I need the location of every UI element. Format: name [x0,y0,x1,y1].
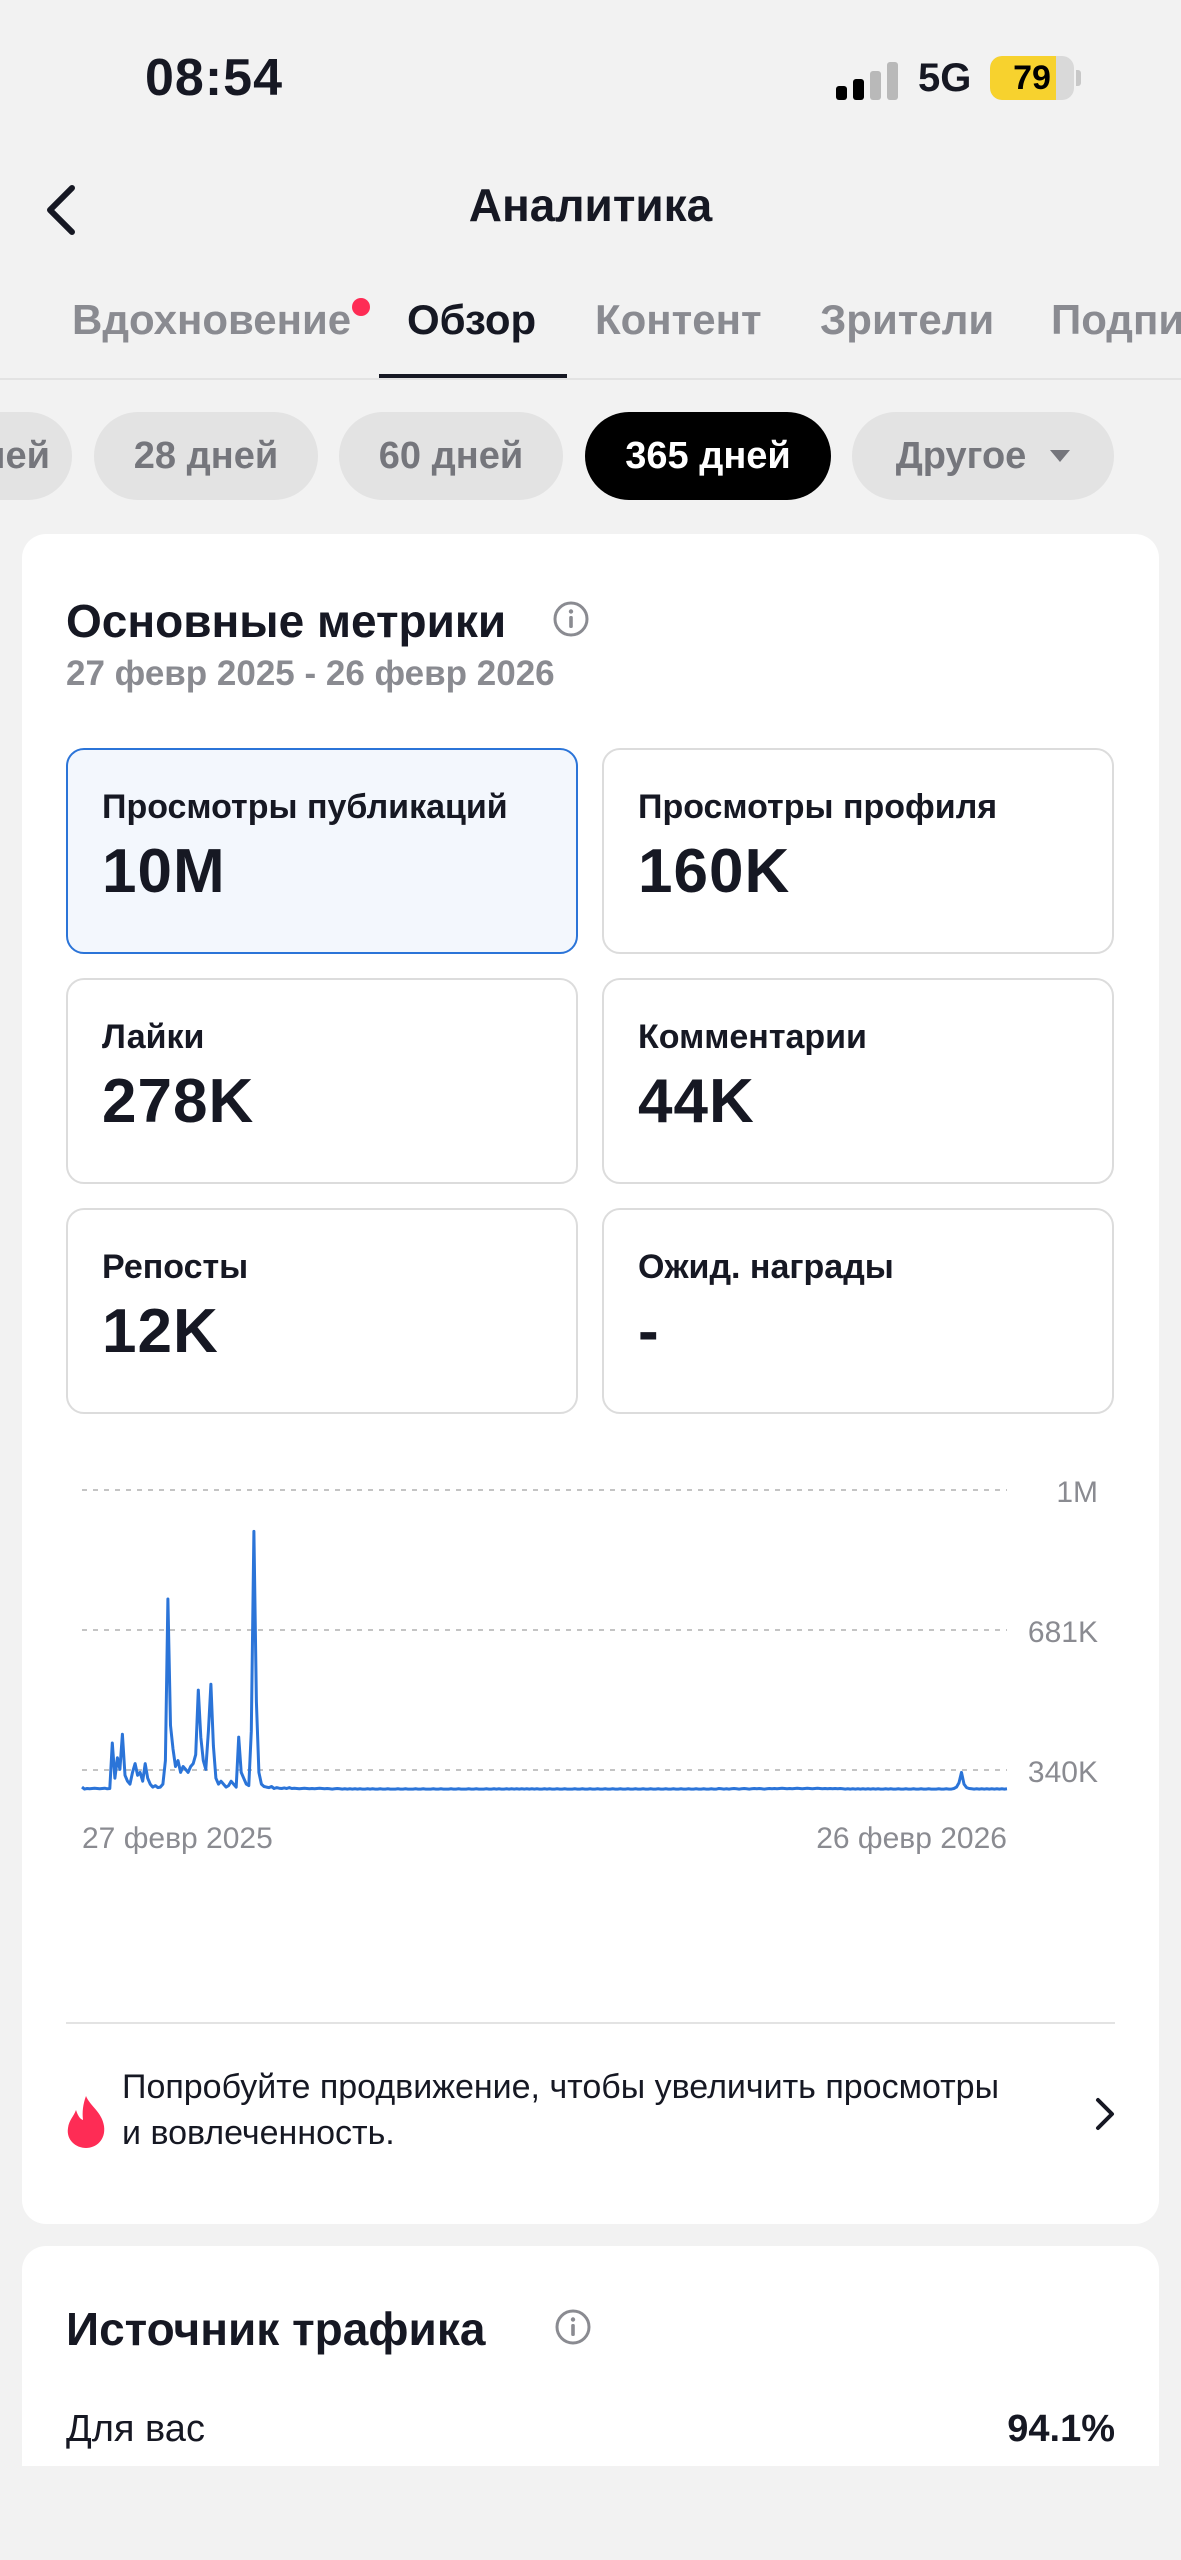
metric-label: Ожид. награды [638,1248,894,1286]
chip-60-days[interactable]: 60 дней [339,412,563,500]
info-icon[interactable] [554,2308,592,2346]
metric-label: Лайки [102,1018,205,1056]
metric-value: 160K [638,837,791,906]
metric-label: Репосты [102,1248,249,1286]
metric-comments[interactable]: Комментарии 44K [602,978,1114,1184]
chevron-right-icon [1096,2098,1114,2130]
metric-value: 44K [638,1067,755,1136]
key-metrics-card: Основные метрики 27 февр 2025 - 26 февр … [22,534,1159,2224]
battery-cap [1076,70,1081,86]
network-type: 5G [918,56,972,100]
date-range: 27 февр 2025 - 26 февр 2026 [66,654,555,693]
chip-label: 60 дней [378,434,524,477]
chip-7-days[interactable]: 7 дней [0,412,72,500]
promotion-banner[interactable]: Попробуйте продвижение, чтобы увеличить … [22,2064,1159,2174]
section-title: Источник трафика [66,2303,486,2355]
traffic-label: Для вас [66,2408,205,2450]
traffic-value: 94.1% [1007,2408,1115,2450]
y-tick-label: 340K [1028,1756,1098,1789]
info-icon[interactable] [552,600,590,638]
status-time: 08:54 [145,49,283,107]
metric-expected-rewards[interactable]: Ожид. награды - [602,1208,1114,1414]
tab-bar: Вдохновение Обзор Контент Зрители Подпис… [0,270,1181,380]
x-tick-label-end: 26 февр 2026 [816,1822,1007,1855]
promo-text: Попробуйте продвижение, чтобы увеличить … [122,2068,1000,2152]
bottom-area [0,2466,1181,2560]
chip-label: 7 дней [0,434,50,477]
status-bar: 08:54 5G 79 [0,0,1181,150]
views-line-chart[interactable]: 1M 681K 340K [22,1464,1159,1804]
notification-dot [352,298,370,316]
metric-value: 278K [102,1067,255,1136]
signal-icon [836,62,900,100]
metric-profile-views[interactable]: Просмотры профиля 160K [602,748,1114,954]
tab-viewers[interactable]: Зрители [820,296,995,343]
active-tab-indicator [379,374,567,378]
y-tick-label: 681K [1028,1616,1098,1649]
battery-icon: 79 [990,56,1074,100]
metric-value: 12K [102,1297,219,1366]
divider [66,2022,1115,2024]
y-tick-label: 1M [1056,1476,1098,1509]
metric-reposts[interactable]: Репосты 12K [66,1208,578,1414]
traffic-row-for-you[interactable]: Для вас 94.1% [66,2408,1115,2458]
metric-post-views[interactable]: Просмотры публикаций 10M [66,748,578,954]
page-title: Аналитика [468,179,713,231]
metric-label: Просмотры профиля [638,788,998,826]
chip-label: 365 дней [625,434,791,477]
metric-likes[interactable]: Лайки 278K [66,978,578,1184]
caret-down-icon [1050,450,1071,462]
tab-overview[interactable]: Обзор [407,296,537,343]
chip-other[interactable]: Другое [852,412,1114,500]
metric-value: 10M [102,837,226,906]
chip-28-days[interactable]: 28 дней [94,412,318,500]
x-tick-label-start: 27 февр 2025 [82,1822,273,1855]
x-axis-labels: 27 февр 2025 26 февр 2026 [82,1822,1007,1855]
date-range-selector: 7 дней 28 дней 60 дней 365 дней Другое [0,412,1181,502]
flame-icon [67,2096,105,2148]
header: Аналитика [0,150,1181,270]
section-title: Основные метрики [66,595,507,647]
chip-365-days[interactable]: 365 дней [585,412,831,500]
metric-label: Просмотры публикаций [102,788,508,826]
metric-label: Комментарии [638,1018,867,1056]
metric-value: - [638,1297,660,1366]
tab-followers[interactable]: Подписчики [1051,296,1181,343]
battery-level: 79 [1013,59,1051,97]
chevron-left-icon [47,185,75,235]
series-line [81,1529,1008,1791]
tab-inspiration[interactable]: Вдохновение [72,296,352,343]
tab-content[interactable]: Контент [595,296,762,343]
back-button[interactable] [30,170,110,250]
chip-label: 28 дней [133,434,279,477]
chip-label: Другое [895,434,1027,477]
